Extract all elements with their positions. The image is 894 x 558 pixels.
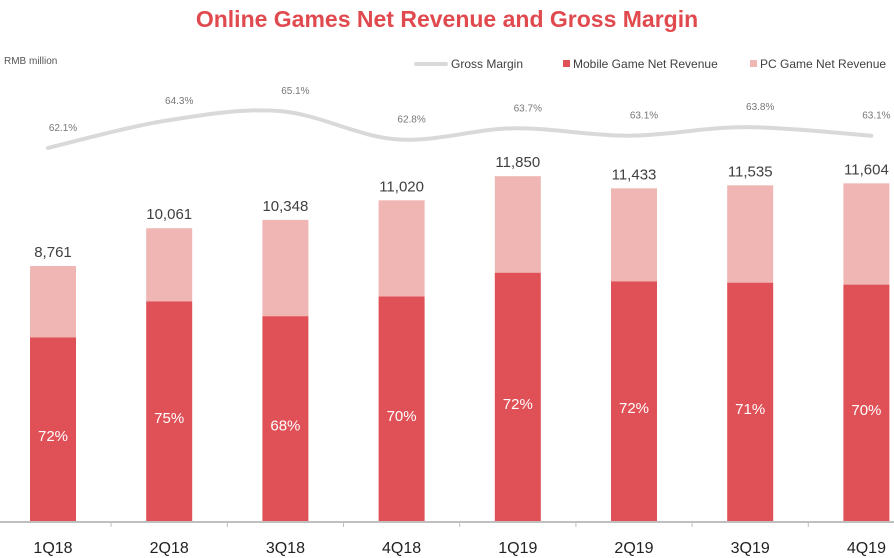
bar-mobile — [611, 281, 657, 521]
legend: Gross Margin Mobile Game Net Revenue PC Ga… — [414, 57, 886, 71]
gross-margin-label: 63.7% — [514, 103, 542, 114]
x-tick-label: 1Q18 — [33, 540, 72, 557]
bar-share-label: 70% — [851, 402, 881, 419]
bar-total-label: 10,348 — [262, 198, 308, 215]
bar-total-label: 11,535 — [728, 163, 773, 180]
bar-pc — [611, 188, 657, 282]
bar-mobile — [843, 284, 890, 521]
bar-share-label: 72% — [38, 428, 68, 445]
gross-margin-line — [46, 108, 874, 150]
legend-label-mobile: Mobile Game Net Revenue — [573, 57, 718, 71]
x-axis: 1Q18 2Q18 3Q18 4Q18 1Q19 2Q19 3Q19 4Q19 — [0, 521, 894, 557]
bar-total-label: 10,061 — [146, 206, 192, 223]
x-tick-label: 4Q19 — [847, 540, 886, 557]
bar-mobile — [262, 316, 309, 521]
x-tick-label: 2Q19 — [614, 540, 653, 557]
legend-swatch-pc — [750, 60, 757, 67]
bar-mobile — [146, 301, 193, 521]
gross-margin-label: 62.8% — [397, 114, 425, 125]
legend-label-pc: PC Game Net Revenue — [760, 57, 886, 71]
bar-total-label: 11,020 — [379, 178, 424, 195]
bar-total-label: 11,433 — [612, 166, 657, 183]
bar-pc — [146, 228, 193, 302]
bar-share-label: 72% — [619, 400, 649, 417]
bar-share-label: 75% — [154, 410, 184, 427]
bars-group: 8,761 72% 10,061 75% 10,348 68% 11,020 70% 11,85… — [30, 154, 890, 521]
bar-pc — [727, 185, 774, 283]
bar-total-label: 11,604 — [844, 161, 889, 178]
bar-pc — [843, 183, 890, 285]
bar-total-label: 8,761 — [34, 244, 72, 261]
gross-margin-label: 63.1% — [862, 111, 890, 122]
x-tick-label: 1Q19 — [498, 540, 537, 557]
unit-label: RMB million — [4, 56, 58, 67]
gross-margin-label: 63.1% — [630, 111, 658, 122]
gross-margin-line-group: 62.1% 64.3% 65.1% 62.8% 63.7% 63.1% 63.8% 63.1% — [46, 86, 891, 150]
x-tick-label: 2Q18 — [150, 540, 189, 557]
bar-share-label: 70% — [387, 408, 417, 425]
chart-title: Online Games Net Revenue and Gross Margi… — [195, 6, 699, 32]
bar-mobile — [727, 282, 774, 521]
gross-margin-label: 64.3% — [165, 96, 193, 107]
legend-label-gross-margin: Gross Margin — [451, 57, 523, 71]
x-tick-label: 3Q19 — [731, 540, 770, 557]
bar-pc — [494, 176, 541, 273]
bar-mobile — [378, 296, 425, 521]
bar-share-label: 68% — [270, 418, 300, 435]
bar-share-label: 71% — [735, 401, 765, 418]
legend-swatch-mobile — [563, 60, 570, 67]
gross-margin-label: 63.8% — [746, 102, 774, 113]
x-tick-label: 4Q18 — [382, 540, 421, 557]
gross-margin-label: 62.1% — [49, 123, 77, 134]
bar-pc — [262, 219, 309, 317]
bar-share-label: 72% — [503, 396, 533, 413]
bar-mobile — [494, 272, 541, 521]
bar-pc — [30, 266, 76, 338]
bar-mobile — [30, 337, 76, 521]
gross-margin-label: 65.1% — [281, 86, 309, 97]
x-tick-label: 3Q18 — [266, 540, 305, 557]
bar-pc — [378, 200, 425, 297]
bar-total-label: 11,850 — [495, 154, 540, 171]
